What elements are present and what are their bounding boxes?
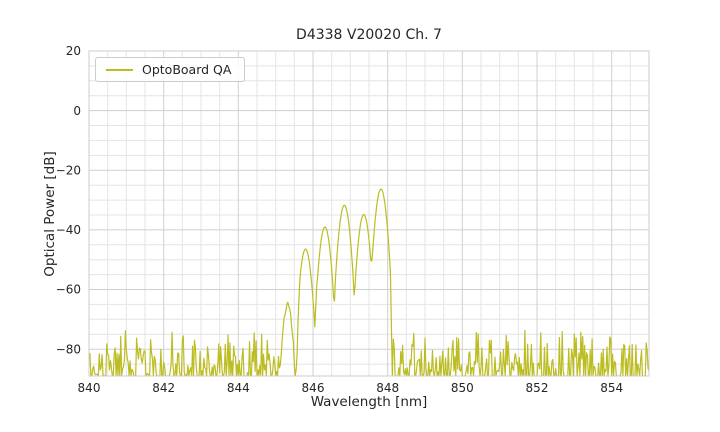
x-tick-label: 854 [600,381,623,395]
spectrum-trace [89,188,649,376]
y-tick-label: −40 [56,223,81,237]
y-tick-label: 20 [66,44,81,58]
x-tick-label: 846 [302,381,325,395]
x-tick-label: 844 [227,381,250,395]
legend-entry-label: OptoBoard QA [142,62,232,77]
x-tick-label: 840 [78,381,101,395]
legend-line-sample [106,68,133,71]
chart-title: D4338 V20020 Ch. 7 [296,27,442,43]
x-tick-label: 850 [451,381,474,395]
y-tick-label: 0 [73,104,81,118]
y-axis-label: Optical Power [dB] [42,151,58,277]
y-tick-label: −60 [56,283,81,297]
x-tick-label: 848 [376,381,399,395]
x-tick-label: 842 [152,381,175,395]
y-tick-label: −80 [56,342,81,356]
x-axis-label: Wavelength [nm] [310,394,428,410]
y-tick-label: −20 [56,164,81,178]
axes-border [88,50,650,377]
x-tick-label: 852 [526,381,549,395]
legend: OptoBoard QA [95,57,246,82]
